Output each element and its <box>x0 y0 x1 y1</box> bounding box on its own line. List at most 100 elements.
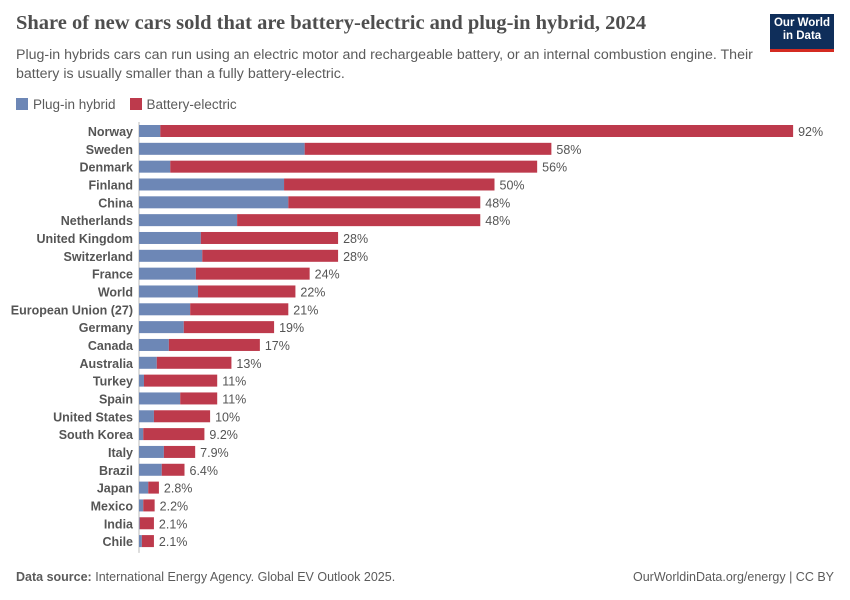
category-label: Turkey <box>93 375 133 389</box>
total-label: 28% <box>343 232 368 246</box>
bar-battery-electric[interactable] <box>198 285 296 298</box>
bar-plug-in-hybrid[interactable] <box>139 410 154 423</box>
total-label: 19% <box>279 321 304 335</box>
category-label: Canada <box>88 339 134 353</box>
category-label: Mexico <box>91 499 134 513</box>
bar-plug-in-hybrid[interactable] <box>139 481 149 494</box>
bar-battery-electric[interactable] <box>163 445 196 458</box>
bar-battery-electric[interactable] <box>170 160 538 173</box>
bar-plug-in-hybrid[interactable] <box>139 196 289 209</box>
category-label: Japan <box>97 482 133 496</box>
bar-plug-in-hybrid[interactable] <box>139 463 162 476</box>
bar-battery-electric[interactable] <box>153 410 211 423</box>
bar-plug-in-hybrid[interactable] <box>139 428 144 441</box>
category-label: World <box>98 285 133 299</box>
bar-battery-electric[interactable] <box>143 428 205 441</box>
bar-plug-in-hybrid[interactable] <box>139 125 161 137</box>
data-source: Data source: International Energy Agency… <box>16 570 395 584</box>
category-label: Switzerland <box>64 250 133 264</box>
total-label: 50% <box>500 178 525 192</box>
bar-plug-in-hybrid[interactable] <box>139 338 169 351</box>
category-label: France <box>92 268 133 282</box>
bar-battery-electric[interactable] <box>143 499 155 512</box>
total-label: 58% <box>556 143 581 157</box>
owid-logo[interactable]: Our World in Data <box>770 14 834 52</box>
bar-plug-in-hybrid[interactable] <box>139 231 201 244</box>
total-label: 11% <box>222 375 246 389</box>
bar-battery-electric[interactable] <box>141 535 154 548</box>
legend-swatch-phev <box>16 98 28 110</box>
chart-subtitle: Plug-in hybrids cars can run using an el… <box>16 47 753 82</box>
bar-battery-electric[interactable] <box>180 392 218 405</box>
total-label: 2.1% <box>159 517 188 531</box>
category-label: Denmark <box>80 161 134 175</box>
total-label: 24% <box>315 268 340 282</box>
bar-plug-in-hybrid[interactable] <box>139 535 142 548</box>
category-label: Germany <box>79 321 133 335</box>
total-label: 2.8% <box>164 482 193 496</box>
total-label: 13% <box>236 357 261 371</box>
category-label: Brazil <box>99 464 133 478</box>
legend-item-phev[interactable]: Plug-in hybrid <box>16 97 116 112</box>
bar-battery-electric[interactable] <box>284 178 495 191</box>
bar-battery-electric[interactable] <box>190 303 289 316</box>
total-label: 28% <box>343 250 368 264</box>
total-label: 92% <box>798 125 823 139</box>
bar-plug-in-hybrid[interactable] <box>139 160 171 173</box>
bar-battery-electric[interactable] <box>195 267 310 280</box>
total-label: 10% <box>215 410 240 424</box>
legend-label: Plug-in hybrid <box>33 97 116 112</box>
bar-battery-electric[interactable] <box>202 249 339 262</box>
source-label: Data source: <box>16 570 92 584</box>
bar-plug-in-hybrid[interactable] <box>139 445 164 458</box>
bar-plug-in-hybrid[interactable] <box>139 142 305 155</box>
category-label: United States <box>53 410 133 424</box>
category-label: Finland <box>89 178 133 192</box>
legend-label: Battery-electric <box>146 97 237 112</box>
source-text: International Energy Agency. Global EV O… <box>95 570 396 584</box>
bar-plug-in-hybrid[interactable] <box>139 356 157 369</box>
bar-plug-in-hybrid[interactable] <box>139 392 181 405</box>
category-label: European Union (27) <box>11 303 133 317</box>
legend: Plug-in hybrid Battery-electric <box>16 97 237 112</box>
bar-battery-electric[interactable] <box>160 125 794 137</box>
bar-battery-electric[interactable] <box>183 321 275 334</box>
category-label: Italy <box>108 446 133 460</box>
category-label: Chile <box>102 535 133 549</box>
total-label: 48% <box>485 214 510 228</box>
bar-battery-electric[interactable] <box>161 463 185 476</box>
bar-plug-in-hybrid[interactable] <box>139 214 238 227</box>
bar-plug-in-hybrid[interactable] <box>139 303 191 316</box>
bar-battery-electric[interactable] <box>139 517 154 530</box>
bar-plug-in-hybrid[interactable] <box>139 267 196 280</box>
bar-plug-in-hybrid[interactable] <box>139 249 203 262</box>
legend-item-bev[interactable]: Battery-electric <box>129 97 237 112</box>
bar-plug-in-hybrid[interactable] <box>139 499 144 512</box>
total-label: 56% <box>542 161 567 175</box>
bar-battery-electric[interactable] <box>200 231 339 244</box>
total-label: 21% <box>293 303 318 317</box>
total-label: 7.9% <box>200 446 229 460</box>
bar-battery-electric[interactable] <box>156 356 232 369</box>
bar-battery-electric[interactable] <box>237 214 481 227</box>
bar-plug-in-hybrid[interactable] <box>139 178 285 191</box>
bar-battery-electric[interactable] <box>304 142 552 155</box>
bar-battery-electric[interactable] <box>288 196 481 209</box>
bar-plug-in-hybrid[interactable] <box>139 374 144 387</box>
category-label: Norway <box>88 125 133 139</box>
bar-battery-electric[interactable] <box>143 374 218 387</box>
total-label: 2.1% <box>159 535 188 549</box>
bar-plug-in-hybrid[interactable] <box>139 285 199 298</box>
total-label: 48% <box>485 196 510 210</box>
bar-plug-in-hybrid[interactable] <box>139 517 140 530</box>
license[interactable]: OurWorldinData.org/energy | CC BY <box>632 570 834 584</box>
bar-battery-electric[interactable] <box>168 338 260 351</box>
total-label: 17% <box>265 339 290 353</box>
bar-plug-in-hybrid[interactable] <box>139 321 184 334</box>
category-label: Netherlands <box>61 214 133 228</box>
category-label: South Korea <box>59 428 134 442</box>
bar-battery-electric[interactable] <box>148 481 159 494</box>
category-label: Sweden <box>86 143 133 157</box>
